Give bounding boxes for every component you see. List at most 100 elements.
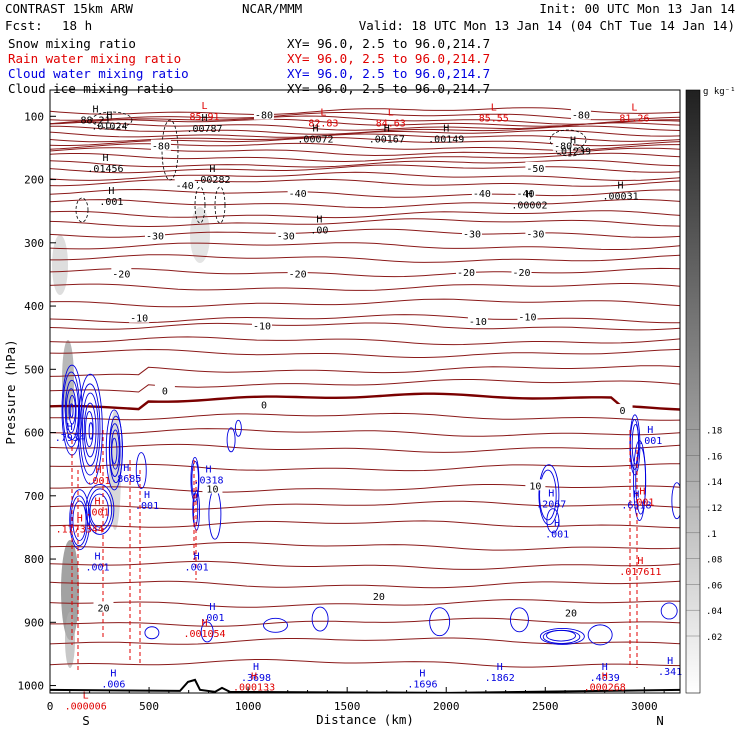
extremum-marker: H: [95, 552, 101, 563]
y-tick-label: 900: [24, 616, 44, 629]
contour-label: -40: [473, 189, 491, 200]
field-name-snow: Snow mixing ratio: [8, 36, 136, 51]
contour-label: -30: [146, 231, 164, 242]
contour-label-bg: [517, 310, 538, 322]
cloud-water-contours: [61, 364, 680, 646]
isotherm: [50, 659, 680, 668]
temperature-contours: [50, 107, 680, 668]
cloud-water-contour: [89, 493, 109, 528]
extremum-marker: H: [209, 602, 215, 613]
cloud-water-contour: [226, 427, 236, 453]
extremum-marker: H: [570, 135, 576, 146]
cloud-water-contour: [77, 373, 103, 485]
isotherm: [50, 322, 680, 331]
contour-label: -50: [526, 164, 544, 175]
x-tick-label: 2000: [433, 700, 460, 713]
field-xy-cloud-water: XY= 96.0, 2.5 to 96.0,214.7: [287, 66, 490, 81]
cloud-water-contour: [135, 452, 147, 490]
extremum-value: .2067: [536, 499, 566, 510]
contour-label-bg: [93, 601, 114, 613]
extremum-marker: H: [194, 552, 200, 563]
cloud-water-contour: [69, 489, 91, 551]
isotherm: [50, 178, 680, 187]
contour-label: 20: [565, 608, 577, 619]
cloud-ice-contour: [161, 119, 179, 181]
extremum-marker: H: [602, 672, 608, 683]
cloud-water-contour: [631, 424, 640, 465]
extremum-value: .7934: [55, 433, 85, 444]
contour-label: 10: [206, 484, 218, 495]
isotherm: [50, 379, 680, 393]
isotherm: [50, 164, 680, 174]
extremum-marker: H: [602, 662, 608, 673]
contour-label-bg: [174, 178, 195, 190]
contour-label: -20: [112, 269, 130, 280]
fcst-value: 18 h: [62, 18, 92, 33]
isotherm: [50, 210, 680, 219]
contour-label-bg: [145, 229, 165, 241]
extremum-marker: L: [388, 108, 394, 119]
extremum-marker: H: [209, 164, 215, 175]
extremum-value: 88.21: [81, 115, 111, 126]
isotherm: [50, 484, 680, 493]
cloud-water-contour: [671, 482, 680, 520]
contour-label-bg: [253, 108, 274, 120]
extremum-value: 85.91: [189, 112, 219, 123]
contour-label: -30: [277, 231, 295, 242]
extremum-marker: H: [251, 672, 257, 683]
contour-label-bg: [471, 187, 492, 199]
extremum-marker: L: [491, 102, 497, 113]
cloud-water-contour: [72, 500, 87, 542]
colorbar: [685, 89, 701, 694]
extremum-value: .3698: [241, 673, 271, 684]
extremum-marker: H: [647, 425, 653, 436]
contour-label: 20: [373, 592, 385, 603]
contour-label: -80: [255, 111, 273, 122]
field-xy-rain: XY= 96.0, 2.5 to 96.0,214.7: [287, 51, 490, 66]
colorbar-tick-label: .18: [706, 427, 722, 437]
terrain-line: [50, 678, 680, 693]
cloud-ice-contour: [214, 186, 226, 224]
extremum-value: 81.26: [619, 113, 649, 124]
isotherm: [50, 336, 680, 346]
isotherm: [50, 267, 680, 278]
cloud-water-contour: [660, 602, 678, 620]
extremum-marker: H: [95, 497, 101, 508]
cloud-water-contour: [539, 628, 585, 645]
cloud-water-contour: [587, 624, 613, 646]
extremum-marker: H: [443, 123, 449, 134]
extremum-value: .1773344: [56, 525, 104, 536]
extremum-value: .1696: [407, 680, 437, 691]
extremum-marker: H: [548, 488, 554, 499]
contour-label-bg: [525, 161, 546, 173]
cloud-water-contour: [311, 606, 329, 632]
extremum-value: .001054: [183, 629, 225, 640]
rain-water-contours: [71, 430, 638, 670]
extremum-value: .00787: [186, 124, 222, 135]
contour-label: -30: [463, 230, 481, 241]
colorbar-tick-label: .02: [706, 633, 722, 643]
extremum-value: .00282: [194, 175, 230, 186]
cloud-water-contour: [509, 607, 529, 633]
extremum-value: .1862: [485, 673, 515, 684]
contour-label: -20: [289, 269, 307, 280]
snow-shade: [190, 207, 210, 263]
cloud-water-contour: [85, 484, 115, 535]
extremum-marker: H: [102, 153, 108, 164]
valid-time: Valid: 18 UTC Mon 13 Jan 14 (04 ChT Tue …: [359, 18, 735, 33]
extrema-labels: H88.21H.01024L85.91H.00787L82.83H.00072L…: [55, 101, 682, 712]
isotherm: [50, 500, 680, 510]
cloud-water-contour: [79, 383, 101, 476]
extremum-marker: L: [320, 108, 326, 119]
extremum-value: .000133: [233, 683, 275, 694]
contour-label-bg: [154, 384, 175, 396]
extremum-value: 82.83: [308, 119, 338, 130]
extremum-marker: H: [108, 186, 114, 197]
cloud-ice-contour: [194, 186, 206, 224]
cloud-water-contour: [192, 492, 199, 527]
extremum-marker: H: [77, 514, 83, 525]
contour-label-bg: [202, 482, 223, 494]
cloud-water-contour: [538, 464, 560, 526]
snow-shade: [52, 235, 68, 295]
extremum-value: .01024: [91, 122, 127, 133]
